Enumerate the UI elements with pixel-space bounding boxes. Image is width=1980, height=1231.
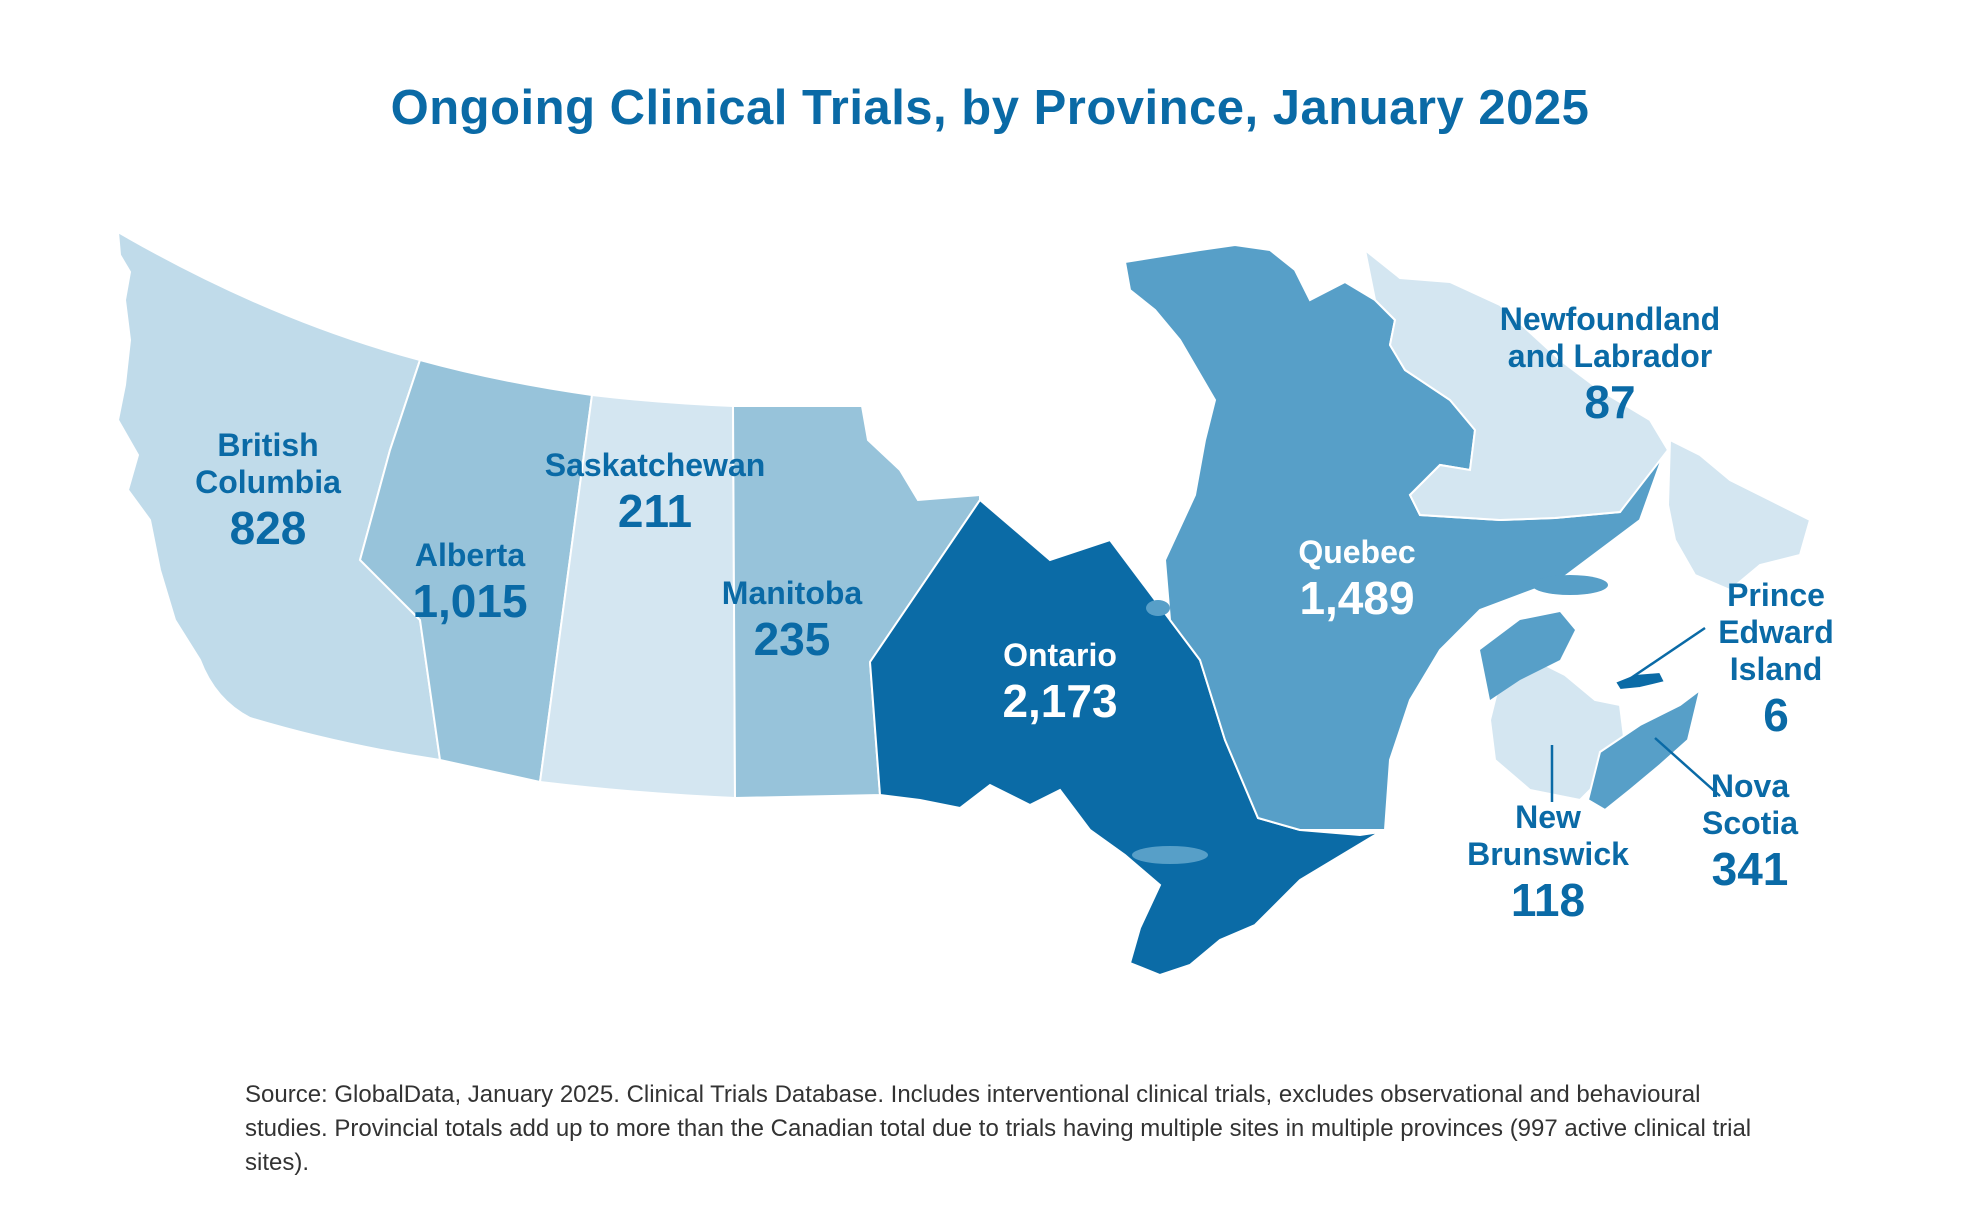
- province-name-nova-scotia-line-2: Scotia: [1702, 805, 1798, 841]
- gaspe-peninsula: [1480, 612, 1575, 700]
- province-name-alberta-line-1: Alberta: [415, 537, 525, 573]
- province-name-manitoba-line-1: Manitoba: [722, 575, 863, 611]
- province-name-prince-edward-island-line-3: Island: [1730, 651, 1822, 687]
- province-name-british-columbia-line-2: Columbia: [195, 464, 341, 500]
- province-value-nova-scotia: 341: [1712, 843, 1789, 895]
- province-value-ontario: 2,173: [1002, 675, 1117, 727]
- lake-nipigon: [1146, 600, 1170, 616]
- province-name-prince-edward-island-line-1: Prince: [1727, 577, 1825, 613]
- province-value-new-brunswick: 118: [1511, 874, 1585, 926]
- lake-superior: [1132, 846, 1208, 864]
- leader-line-prince-edward-island: [1627, 626, 1706, 682]
- map-title: Ongoing Clinical Trials, by Province, Ja…: [390, 81, 1590, 135]
- province-name-newfoundland-and-labrador-line-1: Newfoundland: [1500, 301, 1720, 337]
- leader-line-nova-scotia: [1654, 737, 1721, 797]
- province-value-newfoundland-and-labrador: 87: [1584, 376, 1635, 428]
- province-shape-nova-scotia[interactable]: [1586, 687, 1702, 812]
- province-name-british-columbia-line-1: British: [217, 427, 318, 463]
- province-name-ontario-line-1: Ontario: [1003, 637, 1117, 673]
- province-shape-prince-edward-island[interactable]: [1613, 670, 1667, 692]
- anticosti-island: [1532, 575, 1608, 595]
- province-shape-british-columbia[interactable]: [116, 230, 442, 762]
- source-note: Source: GlobalData, January 2025. Clinic…: [245, 1081, 1752, 1176]
- province-shape-newfoundland-island: [1666, 438, 1812, 592]
- province-value-manitoba: 235: [754, 613, 831, 665]
- province-shape-newfoundland-and-labrador[interactable]: [1363, 247, 1670, 522]
- province-shape-manitoba[interactable]: [731, 405, 981, 800]
- province-value-prince-edward-island: 6: [1763, 689, 1789, 741]
- province-value-quebec: 1,489: [1299, 572, 1414, 624]
- province-name-quebec-line-1: Quebec: [1298, 534, 1415, 570]
- province-name-prince-edward-island-line-2: Edward: [1718, 614, 1834, 650]
- lake-hudson-bay-edge: [1150, 400, 1205, 560]
- province-name-new-brunswick-line-1: New: [1515, 799, 1581, 835]
- province-name-nova-scotia-line-1: Nova: [1711, 768, 1789, 804]
- province-name-newfoundland-and-labrador-line-2: and Labrador: [1508, 338, 1712, 374]
- province-value-saskatchewan: 211: [618, 485, 692, 537]
- province-value-british-columbia: 828: [230, 502, 307, 554]
- province-shape-alberta[interactable]: [358, 358, 594, 784]
- province-name-saskatchewan-line-1: Saskatchewan: [545, 447, 766, 483]
- province-name-new-brunswick-line-2: Brunswick: [1467, 836, 1629, 872]
- province-value-alberta: 1,015: [412, 575, 527, 627]
